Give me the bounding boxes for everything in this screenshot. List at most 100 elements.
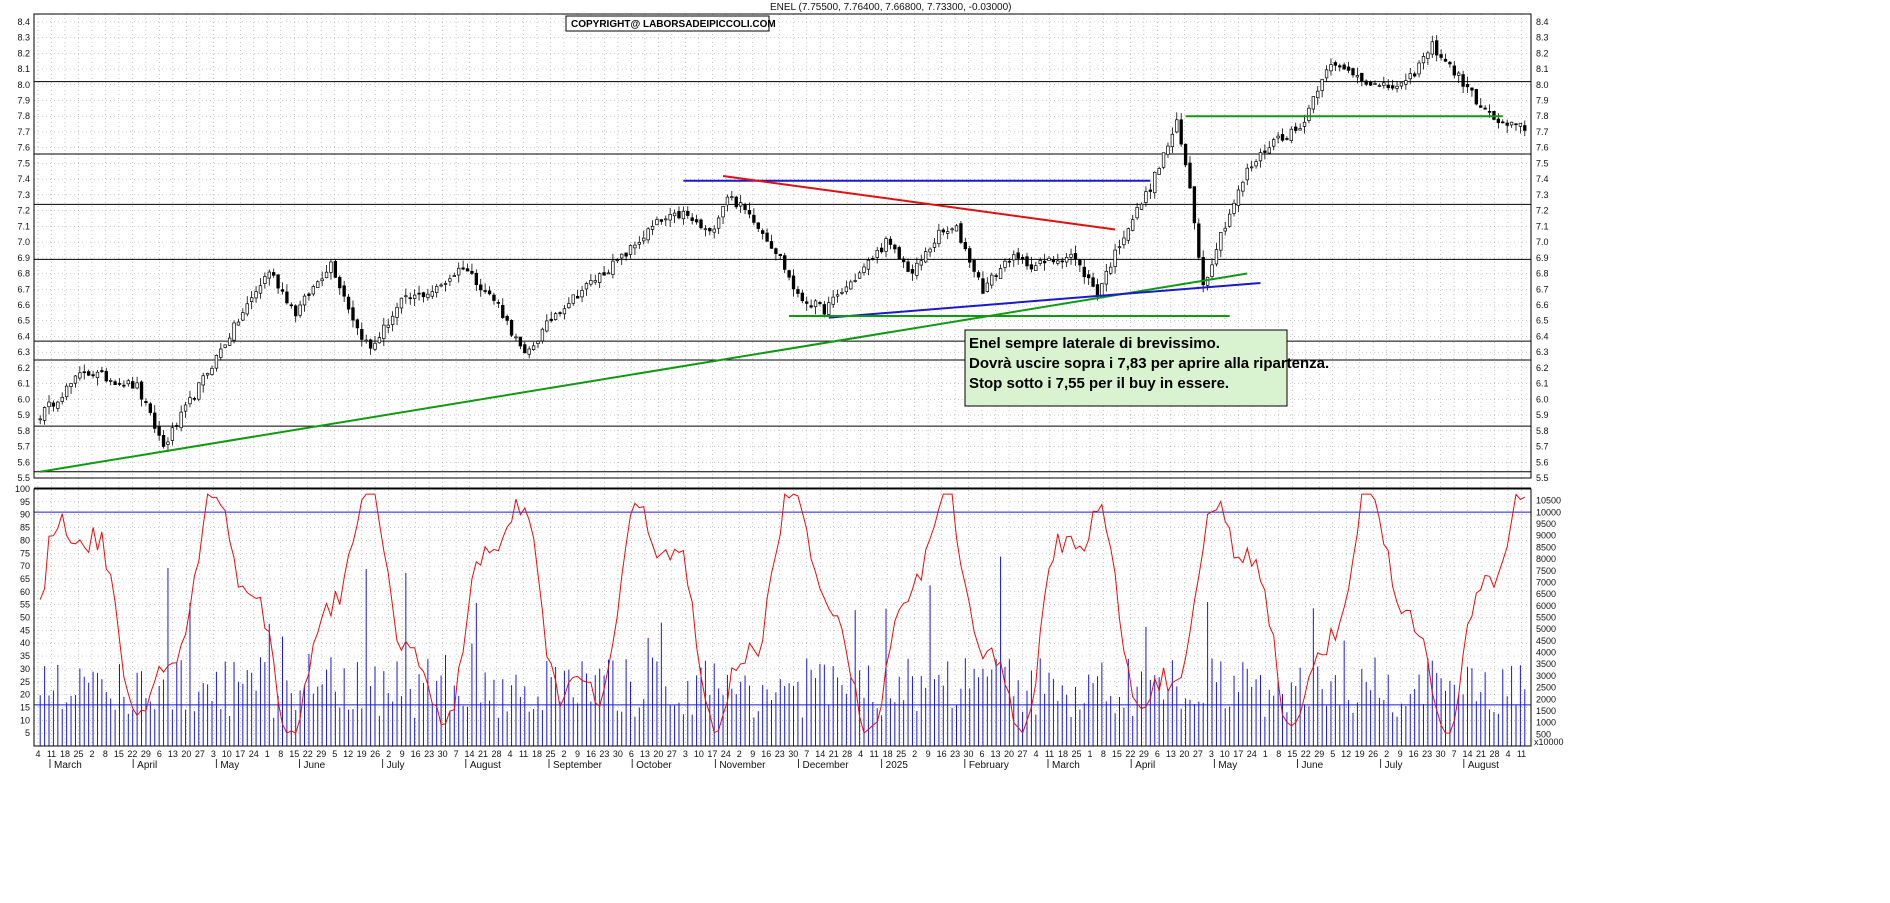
x-month-label: October: [636, 760, 672, 771]
y-tick-right: 7.2: [1536, 206, 1549, 216]
x-day-tick: 8: [103, 749, 108, 759]
x-month-label: April: [1135, 760, 1155, 771]
x-day-tick: 8: [1101, 749, 1106, 759]
candle-body: [355, 319, 360, 329]
candle-body: [386, 324, 390, 328]
x-day-tick: 9: [750, 749, 755, 759]
candle-body: [1179, 119, 1183, 145]
candle-body: [1421, 56, 1426, 64]
candle-body: [571, 294, 575, 304]
candle-body: [377, 337, 382, 344]
candle-body: [1289, 128, 1293, 141]
candle-body: [113, 381, 117, 385]
candle-body: [294, 305, 298, 317]
x-month-label: June: [1302, 760, 1324, 771]
candle-body: [1109, 266, 1113, 274]
candle-body: [1426, 52, 1430, 59]
candle-body: [774, 248, 778, 254]
candle-body: [725, 196, 730, 206]
candle-body: [1518, 123, 1523, 127]
candle-body: [1263, 150, 1267, 153]
x-month-label: August: [470, 760, 501, 771]
osc-tick: 5: [25, 728, 30, 738]
x-day-tick: 28: [1490, 749, 1500, 759]
candle-body: [1448, 61, 1452, 65]
candle-body: [412, 294, 417, 299]
y-tick-left: 6.5: [17, 316, 30, 326]
y-tick-left: 6.6: [17, 300, 30, 310]
candle-body: [276, 274, 280, 289]
x-month-label: July: [1385, 760, 1403, 771]
x-day-tick: 17: [707, 749, 717, 759]
candle-body: [523, 344, 527, 354]
x-day-tick: 20: [181, 749, 191, 759]
y-tick-right: 8.0: [1536, 80, 1549, 90]
candle-body: [1509, 121, 1514, 126]
candle-body: [1368, 81, 1373, 86]
candle-body: [395, 306, 399, 318]
candle-body: [509, 319, 514, 336]
x-day-tick: 29: [141, 749, 151, 759]
candle-body: [109, 380, 113, 382]
volume-tick: 3000: [1536, 671, 1556, 681]
osc-tick: 100: [15, 484, 30, 494]
trendline-blue: [828, 281, 1261, 319]
candle-body: [1126, 228, 1130, 241]
candle-body: [1285, 138, 1289, 140]
y-tick-right: 6.1: [1536, 379, 1549, 389]
candle-body: [267, 271, 271, 279]
x-day-tick: 23: [599, 749, 609, 759]
candle-body: [135, 382, 139, 389]
y-tick-left: 7.7: [17, 127, 30, 137]
candle-body: [417, 292, 421, 295]
candle-body: [1258, 152, 1263, 162]
candle-body: [831, 296, 835, 305]
y-tick-left: 6.0: [17, 394, 30, 404]
y-tick-left: 6.7: [17, 284, 30, 294]
candle-body: [712, 228, 716, 233]
candle-body: [624, 252, 628, 257]
x-day-tick: 2: [737, 749, 742, 759]
osc-tick: 65: [20, 574, 30, 584]
candle-body: [461, 267, 465, 270]
y-tick-left: 5.8: [17, 426, 30, 436]
trendlines: [40, 115, 1503, 473]
x-day-tick: 15: [1112, 749, 1122, 759]
candle-body: [302, 295, 307, 306]
x-day-tick: 2: [386, 749, 391, 759]
x-day-tick: 16: [1409, 749, 1419, 759]
candle-body: [1175, 119, 1179, 133]
candle-body: [1047, 257, 1051, 261]
oscillator-line: [34, 493, 1531, 735]
horizontal-levels: [34, 81, 1531, 473]
candle-body: [131, 381, 135, 389]
y-tick-right: 6.8: [1536, 269, 1549, 279]
candle-body: [1245, 167, 1249, 181]
candle-body: [778, 253, 782, 257]
candle-body: [241, 312, 245, 321]
volume-tick: 2000: [1536, 694, 1556, 704]
y-tick-right: 7.8: [1536, 111, 1549, 121]
candle-body: [360, 329, 364, 340]
candle-body: [1161, 152, 1166, 168]
x-day-tick: 7: [454, 749, 459, 759]
candle-body: [1236, 189, 1241, 206]
x-day-tick: 1: [265, 749, 270, 759]
y-tick-right: 7.3: [1536, 190, 1549, 200]
osc-tick: 10: [20, 715, 30, 725]
candle-body: [382, 324, 386, 340]
candle-body: [1479, 105, 1483, 108]
x-day-tick: 22: [303, 749, 313, 759]
candle-body: [765, 232, 769, 242]
candle-body: [175, 425, 179, 427]
candle-body: [553, 313, 558, 320]
y-tick-left: 5.7: [17, 442, 30, 452]
osc-tick: 20: [20, 690, 30, 700]
candle-body: [1276, 135, 1280, 139]
y-tick-left: 7.4: [17, 174, 30, 184]
x-day-tick: 11: [1045, 749, 1054, 759]
x-day-tick: 17: [1233, 749, 1243, 759]
candle-body: [1117, 246, 1122, 249]
candle-body: [192, 397, 197, 400]
candle-body: [219, 348, 223, 358]
